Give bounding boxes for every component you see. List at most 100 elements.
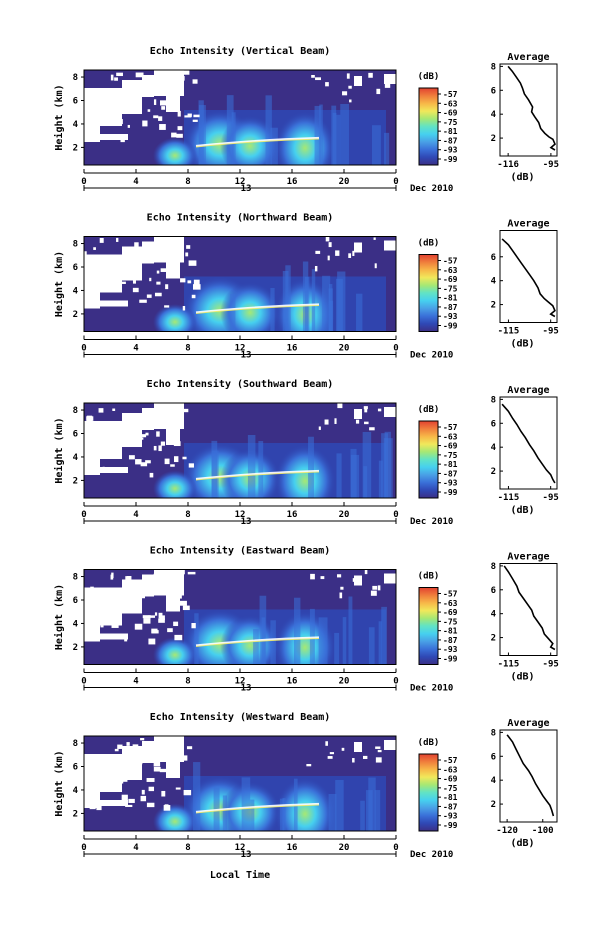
no-data-pixel — [126, 576, 132, 581]
panel-title: Echo Intensity (Southward Beam) — [147, 378, 334, 390]
avg-x-tick-label: -115 — [498, 327, 520, 337]
no-data-pixel — [167, 628, 173, 633]
no-data-pixel — [153, 445, 157, 451]
no-data-pixel — [173, 441, 181, 447]
no-data-pixel — [156, 753, 163, 759]
no-data-pixel — [86, 415, 93, 422]
echo-heatmap — [83, 402, 397, 499]
heatmap-frame — [83, 402, 397, 499]
x-tick-label: 16 — [287, 677, 298, 687]
x-tick-label: 20 — [339, 510, 350, 520]
echo-streak — [342, 617, 347, 665]
colorbar-tick-label: -81 — [443, 127, 458, 136]
no-data-pixel — [135, 459, 142, 465]
no-data-pixel — [140, 462, 148, 467]
colorbar-tick-label: -99 — [443, 821, 458, 830]
colorbar-tick-label: -99 — [443, 155, 458, 164]
no-data-pixel — [143, 618, 151, 624]
no-data-pixel — [109, 769, 115, 776]
date-label: Dec 2010 — [410, 517, 453, 527]
y-tick-label: 8 — [73, 73, 78, 83]
no-data-pixel — [151, 630, 159, 634]
no-data-pixel — [192, 119, 198, 122]
no-data-pixel — [318, 426, 321, 430]
bright-echo-layer — [195, 136, 320, 148]
no-data-pixel — [124, 636, 128, 642]
avg-x-tick-label: -115 — [498, 660, 520, 670]
no-data-pixel — [110, 259, 119, 263]
no-data-pixel — [180, 278, 186, 283]
y-axis-label: Height (km) — [53, 417, 65, 483]
echo-plume — [153, 137, 197, 165]
no-data-pixel — [140, 738, 145, 741]
no-data-region — [98, 300, 128, 307]
no-data-pixel — [158, 445, 162, 452]
no-data-pixel — [116, 237, 119, 242]
panel-title: Echo Intensity (Vertical Beam) — [150, 45, 331, 57]
no-data-pixel — [164, 458, 170, 465]
no-data-pixel — [141, 789, 145, 795]
no-data-pixel — [185, 252, 189, 257]
echo-heatmap — [83, 735, 397, 832]
no-data-pixel — [149, 472, 154, 478]
avg-title: Average — [507, 552, 549, 563]
no-data-pixel — [97, 454, 102, 459]
colorbar-tick-label: -75 — [443, 451, 458, 460]
colorbar-tick-label: -87 — [443, 636, 458, 645]
avg-y-tick-label: 8 — [491, 62, 496, 72]
no-data-region — [142, 741, 154, 763]
no-data-region — [384, 407, 396, 417]
no-data-pixel — [153, 115, 159, 119]
no-data-pixel — [146, 802, 155, 808]
no-data-pixel — [173, 621, 179, 627]
no-data-pixel — [188, 463, 194, 468]
no-data-pixel — [158, 612, 163, 619]
panel-title: Echo Intensity (Northward Beam) — [147, 212, 334, 224]
colorbar-tick-label: -75 — [443, 784, 458, 793]
x-tick-label: 4 — [133, 677, 139, 687]
no-data-pixel — [348, 253, 352, 258]
no-data-pixel — [121, 775, 128, 782]
date-label: Dec 2010 — [410, 850, 453, 860]
no-data-pixel — [116, 107, 119, 111]
echo-plume — [153, 803, 197, 831]
no-data-pixel — [337, 403, 343, 409]
avg-x-tick-label: -120 — [496, 826, 518, 836]
no-data-pixel — [188, 260, 197, 266]
no-data-pixel — [144, 423, 148, 429]
no-data-pixel — [187, 571, 196, 575]
y-tick-label: 6 — [73, 429, 78, 439]
avg-frame — [499, 63, 558, 157]
no-data-pixel — [120, 757, 126, 760]
echo-streak — [319, 104, 323, 165]
colorbar-tick-label: -93 — [443, 312, 458, 321]
no-data-region — [384, 740, 396, 750]
echo-streak — [335, 278, 343, 332]
echo-heatmap — [83, 236, 397, 332]
echo-streak — [331, 105, 337, 165]
no-data-pixel — [111, 442, 119, 447]
no-data-pixel — [364, 408, 368, 413]
avg-y-tick-label: 6 — [491, 586, 496, 596]
no-data-pixel — [325, 82, 329, 87]
no-data-pixel — [352, 578, 357, 582]
avg-profile-line — [503, 565, 556, 651]
panel-title: Echo Intensity (Westward Beam) — [150, 711, 331, 723]
no-data-pixel — [142, 120, 148, 127]
y-tick-label: 2 — [73, 476, 78, 486]
no-data-pixel — [334, 418, 337, 424]
no-data-pixel — [171, 585, 175, 589]
no-data-pixel — [115, 262, 123, 267]
no-data-pixel — [158, 116, 163, 121]
echo-heatmap — [83, 69, 397, 166]
no-data-pixel — [377, 408, 382, 412]
x-tick-label: 4 — [133, 344, 139, 354]
echo-streak — [350, 454, 360, 498]
no-data-pixel — [87, 596, 95, 601]
no-data-pixel — [193, 279, 200, 285]
y-tick-label: 6 — [73, 263, 78, 273]
no-data-pixel — [117, 744, 123, 749]
x-tick-label: 16 — [287, 843, 298, 853]
no-data-pixel — [146, 294, 152, 298]
echo-streak — [322, 275, 331, 332]
